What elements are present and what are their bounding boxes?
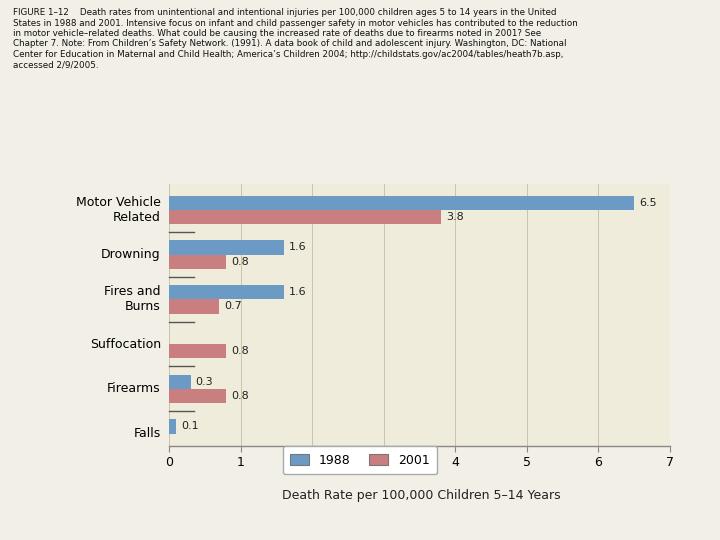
Bar [169,240,284,254]
Text: 0.3: 0.3 [196,377,213,387]
Text: 3.8: 3.8 [446,212,464,222]
Text: 0.8: 0.8 [231,346,249,356]
Bar [169,299,219,314]
Bar [169,285,284,299]
Text: Death Rate per 100,000 Children 5–14 Years: Death Rate per 100,000 Children 5–14 Yea… [282,489,560,502]
Text: 0.8: 0.8 [231,256,249,267]
Bar [169,195,634,210]
Bar [169,419,176,434]
Text: 1.6: 1.6 [289,287,306,297]
Text: 0.1: 0.1 [181,421,199,431]
Bar [169,389,226,403]
Bar [169,375,191,389]
Bar [169,210,441,224]
Text: 1.6: 1.6 [289,242,306,252]
Bar [169,344,226,359]
Text: 6.5: 6.5 [639,198,657,208]
Text: FIGURE 1–12    Death rates from unintentional and intentional injuries per 100,0: FIGURE 1–12 Death rates from unintention… [13,8,577,69]
Text: 0.8: 0.8 [231,391,249,401]
Bar [169,254,226,269]
Text: 0.7: 0.7 [224,301,242,312]
Legend: 1988, 2001: 1988, 2001 [283,447,437,474]
